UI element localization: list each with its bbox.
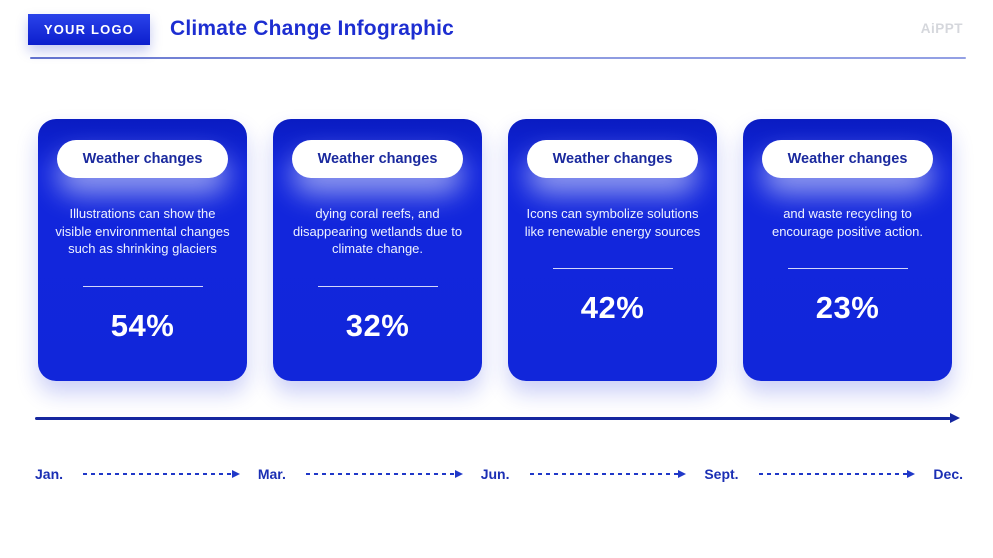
card-2-pill: Weather changes	[292, 140, 463, 178]
month-label-jan: Jan.	[35, 466, 64, 482]
card-3-percent: 42%	[580, 290, 645, 325]
card-3-description: Icons can symbolize solutions like renew…	[524, 206, 701, 239]
dashed-arrow-icon	[758, 469, 916, 478]
card-3-divider	[552, 268, 673, 269]
cards-row: Weather changes Illustrations can show t…	[38, 119, 952, 381]
card-3-pill: Weather changes	[527, 140, 698, 178]
card-4: Weather changes and waste recycling to e…	[743, 119, 952, 381]
card-1: Weather changes Illustrations can show t…	[38, 119, 247, 381]
card-2-percent: 32%	[345, 307, 410, 343]
timeline-months: Jan. Mar. Jun. Sept. Dec.	[35, 466, 963, 482]
timeline-arrow	[35, 413, 960, 423]
card-4-divider	[787, 268, 908, 269]
card-1-divider	[82, 285, 203, 287]
month-label-jun: Jun.	[480, 466, 510, 482]
card-4-description: and waste recycling to encourage positiv…	[771, 206, 924, 239]
card-2: Weather changes dying coral reefs, and d…	[273, 119, 482, 381]
card-1-pill: Weather changes	[57, 140, 228, 178]
header-divider	[30, 57, 966, 59]
card-4-pill: Weather changes	[762, 140, 933, 178]
logo-badge: YOUR LOGO	[28, 14, 150, 45]
dashed-arrow-icon	[83, 469, 240, 478]
month-label-dec: Dec.	[933, 466, 963, 482]
month-label-mar: Mar.	[257, 466, 286, 482]
card-1-percent: 54%	[110, 307, 175, 343]
card-4-percent: 23%	[815, 290, 880, 325]
card-1-description: Illustrations can show the visible envir…	[55, 206, 230, 256]
month-label-sept: Sept.	[704, 466, 739, 482]
card-2-divider	[317, 285, 438, 287]
dashed-arrow-icon	[529, 469, 687, 478]
card-3: Weather changes Icons can symbolize solu…	[508, 119, 717, 381]
page-title: Climate Change Infographic	[170, 17, 455, 40]
card-2-description: dying coral reefs, and disappearing wetl…	[292, 206, 463, 256]
dashed-arrow-icon	[305, 469, 463, 478]
watermark-label: AiPPT	[920, 21, 963, 36]
